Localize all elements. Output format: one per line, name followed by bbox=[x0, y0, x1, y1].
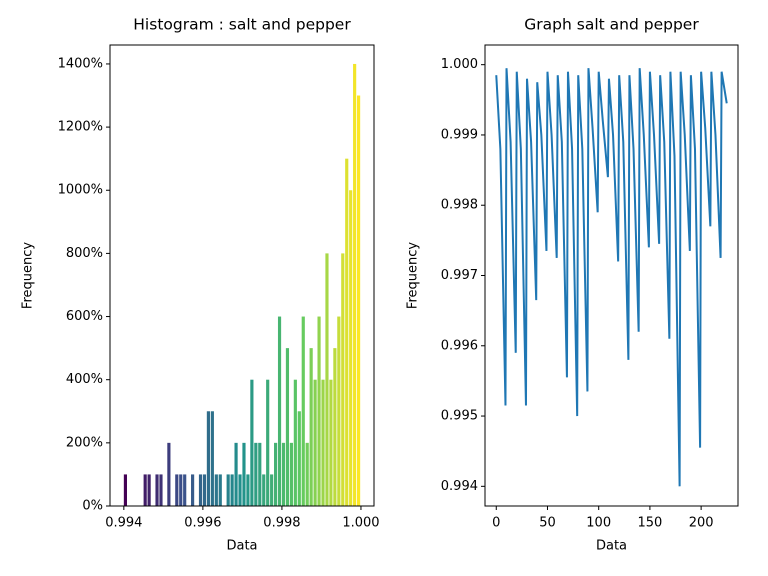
x-tick-label: 1.000 bbox=[342, 516, 379, 531]
x-axis-label: Data bbox=[226, 539, 257, 554]
y-tick-label: 0.999 bbox=[441, 127, 478, 142]
bar bbox=[198, 474, 203, 506]
bar bbox=[234, 442, 238, 506]
line bbox=[495, 68, 728, 487]
bar bbox=[155, 474, 159, 506]
bar bbox=[270, 474, 274, 506]
bar bbox=[345, 158, 349, 506]
bar bbox=[254, 442, 258, 506]
bar bbox=[262, 474, 266, 506]
x-tick-label: 0.996 bbox=[184, 516, 221, 531]
bar bbox=[333, 348, 337, 506]
x-tick-label: 50 bbox=[539, 516, 556, 531]
bar bbox=[341, 253, 345, 506]
bar bbox=[242, 442, 246, 506]
bar bbox=[293, 379, 297, 506]
chart-title: Histogram : salt and pepper bbox=[133, 16, 351, 34]
x-tick-label: 0 bbox=[492, 516, 500, 531]
x-tick-label: 0.994 bbox=[105, 516, 142, 531]
bar bbox=[179, 474, 183, 506]
x-tick-label: 200 bbox=[689, 516, 714, 531]
bar bbox=[226, 474, 230, 506]
y-tick-label: 1200% bbox=[58, 120, 103, 135]
bar bbox=[337, 316, 341, 506]
bar bbox=[281, 442, 286, 506]
y-axis-label: Frequency bbox=[21, 242, 36, 309]
bar bbox=[147, 474, 151, 506]
chart-title: Graph salt and pepper bbox=[524, 16, 699, 34]
y-tick-label: 0.994 bbox=[441, 479, 478, 494]
bar bbox=[167, 442, 171, 506]
bar bbox=[353, 63, 357, 507]
bar bbox=[297, 411, 301, 506]
bar bbox=[230, 474, 234, 506]
bar bbox=[210, 411, 214, 506]
bar bbox=[277, 316, 282, 506]
axes-frame bbox=[484, 44, 739, 507]
y-tick-label: 600% bbox=[66, 309, 103, 324]
bar bbox=[206, 411, 210, 506]
bar bbox=[289, 442, 293, 506]
y-tick-label: 0.997 bbox=[441, 268, 478, 283]
y-tick-label: 200% bbox=[66, 435, 103, 450]
y-tick-label: 1.000 bbox=[441, 57, 478, 72]
x-tick-label: 0.998 bbox=[263, 516, 300, 531]
y-tick-label: 0.996 bbox=[441, 338, 478, 353]
y-tick-label: 1400% bbox=[58, 56, 103, 71]
bar bbox=[317, 316, 321, 506]
y-tick-label: 0.998 bbox=[441, 198, 478, 213]
bar bbox=[301, 316, 305, 506]
bar bbox=[191, 474, 195, 506]
bar bbox=[321, 379, 325, 506]
y-tick-label: 0.995 bbox=[441, 409, 478, 424]
bar bbox=[143, 474, 147, 506]
bar bbox=[285, 348, 290, 506]
bar bbox=[329, 379, 333, 506]
bar bbox=[325, 253, 329, 506]
bar bbox=[214, 474, 218, 506]
y-axis-label: Frequency bbox=[406, 242, 421, 309]
axes-frame bbox=[109, 44, 375, 507]
bar bbox=[123, 474, 127, 506]
x-tick-label: 150 bbox=[637, 516, 662, 531]
bar bbox=[309, 348, 313, 506]
bar bbox=[258, 442, 262, 506]
y-tick-label: 0% bbox=[82, 499, 103, 514]
y-tick-label: 1000% bbox=[58, 183, 103, 198]
bar bbox=[357, 95, 361, 507]
bar bbox=[274, 442, 278, 506]
bar bbox=[202, 474, 207, 506]
bar bbox=[250, 379, 254, 506]
bar bbox=[305, 442, 309, 506]
bar bbox=[246, 474, 250, 506]
bar bbox=[159, 474, 163, 506]
bar bbox=[313, 379, 317, 506]
y-tick-label: 400% bbox=[66, 372, 103, 387]
x-tick-label: 100 bbox=[586, 516, 611, 531]
bar bbox=[183, 474, 187, 506]
bar bbox=[266, 379, 270, 506]
bar bbox=[218, 474, 222, 506]
bar bbox=[175, 474, 179, 506]
y-tick-label: 800% bbox=[66, 246, 103, 261]
bar bbox=[349, 190, 353, 506]
x-axis-label: Data bbox=[596, 539, 627, 554]
bar bbox=[238, 474, 242, 506]
